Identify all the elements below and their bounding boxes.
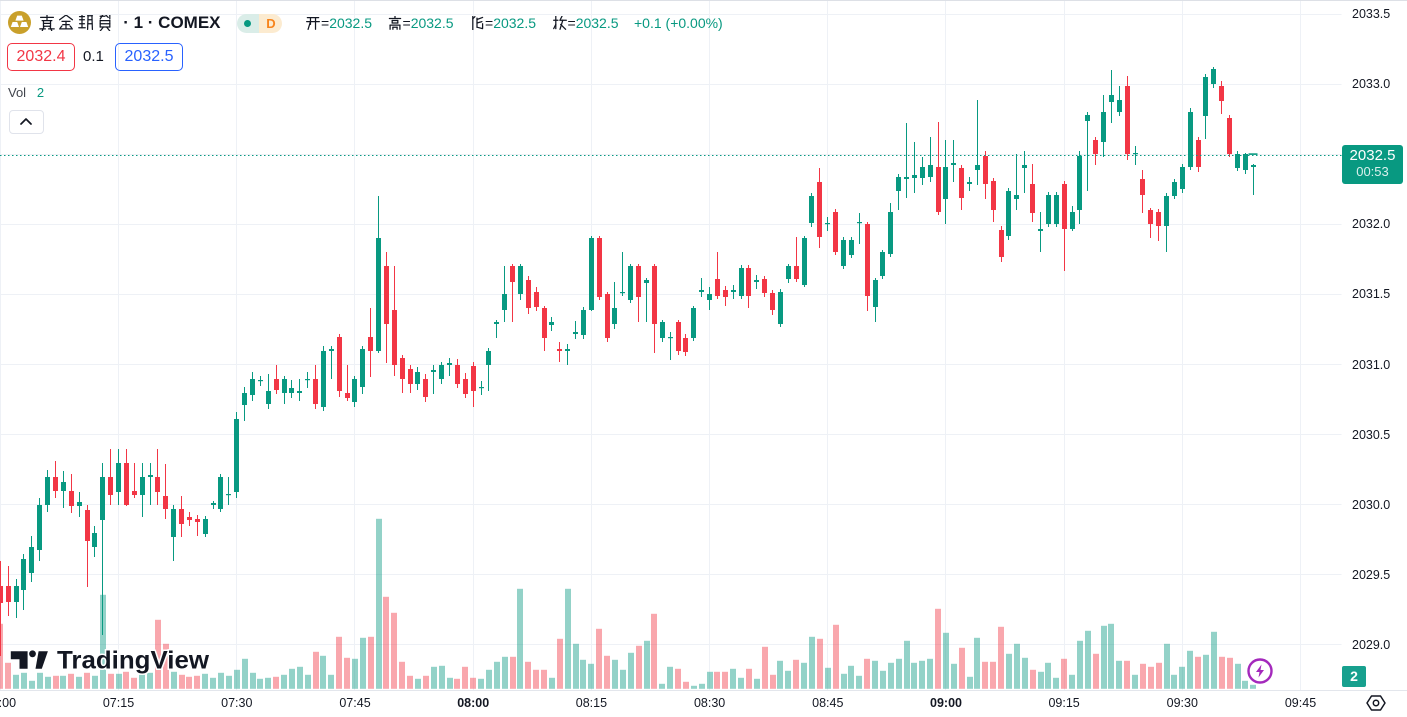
svg-text:TradingView: TradingView: [57, 647, 210, 675]
